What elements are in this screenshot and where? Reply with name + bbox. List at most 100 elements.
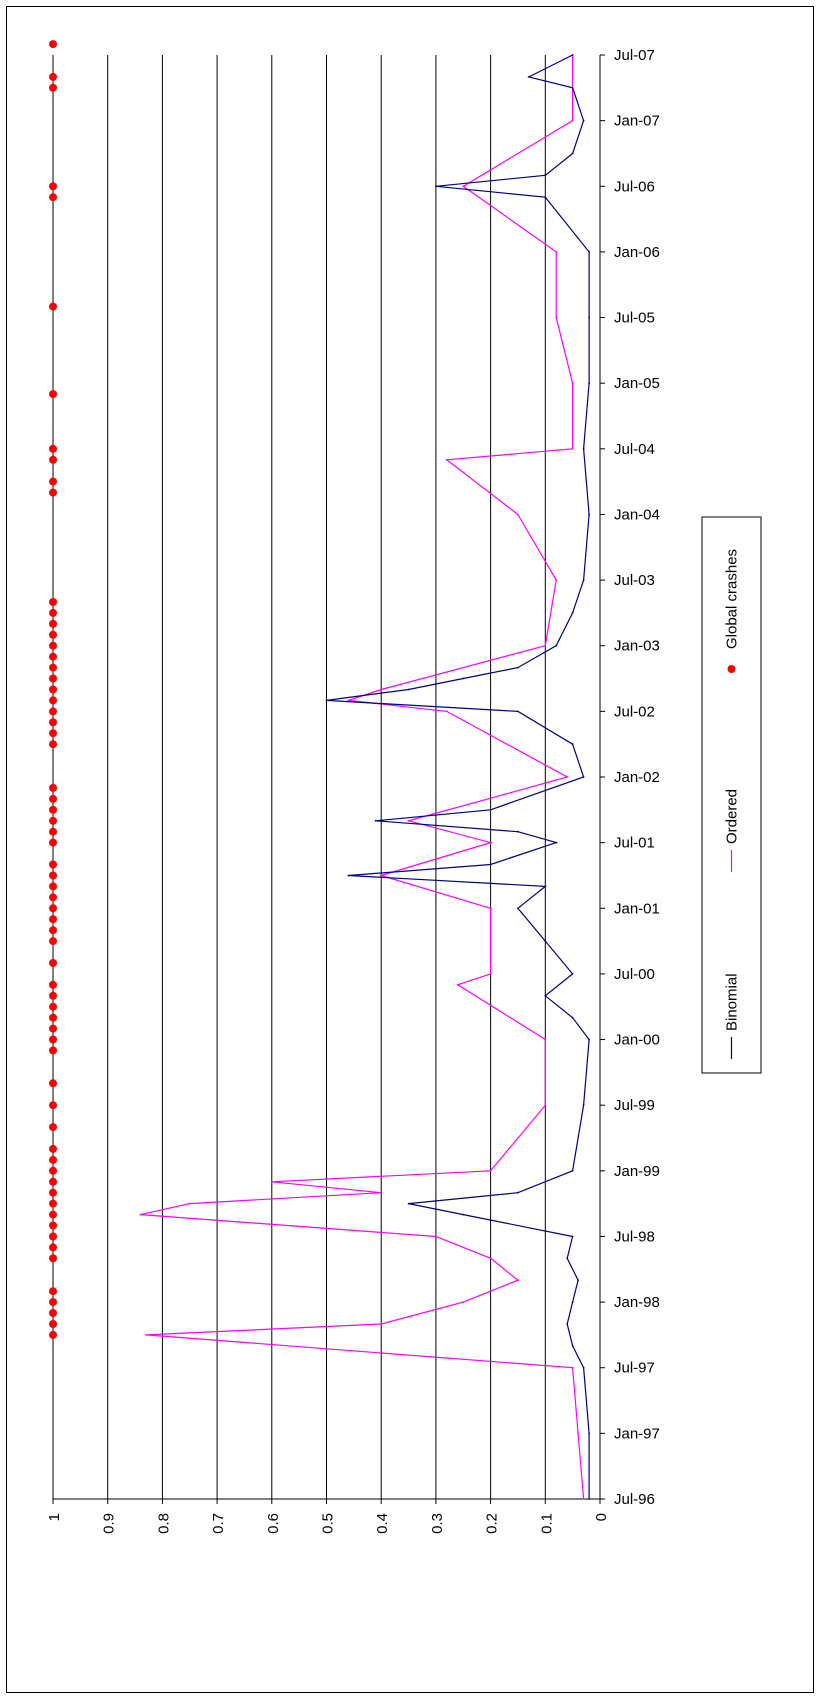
- data-point: [566, 776, 569, 778]
- data-point: [445, 458, 448, 461]
- data-point: [555, 579, 558, 581]
- crash-point: [49, 1166, 57, 1175]
- crash-point: [49, 685, 57, 694]
- data-point: [544, 940, 547, 942]
- data-point: [188, 1202, 191, 1205]
- data-point: [489, 841, 492, 844]
- legend-item: Global crashes: [724, 549, 741, 673]
- data-point: [571, 54, 574, 56]
- crash-point: [49, 827, 57, 836]
- legend: Binomial Ordered Global crashes: [701, 516, 762, 1074]
- crash-point: [49, 707, 57, 716]
- date-tick-label: Jan-04: [614, 506, 660, 523]
- date-tick-label: Jan-00: [614, 1032, 660, 1049]
- date-tick-label: Jul-06: [614, 178, 655, 195]
- crash-point: [49, 729, 57, 738]
- date-tick-label: Jan-06: [614, 244, 660, 261]
- value-tick-label: 0: [593, 1513, 610, 1521]
- date-tick-label: Jul-07: [614, 47, 655, 64]
- crash-point: [49, 1155, 57, 1164]
- crash-point: [49, 871, 57, 880]
- data-point: [544, 885, 547, 888]
- date-tick-label: Jul-05: [614, 310, 655, 327]
- data-point: [456, 983, 459, 986]
- data-point: [407, 819, 410, 822]
- crash-point: [49, 1221, 57, 1230]
- crash-point: [49, 860, 57, 869]
- data-point: [489, 907, 492, 910]
- legend-item: Binomial: [724, 973, 741, 1059]
- crash-point: [49, 838, 57, 847]
- date-tick-label: Jan-01: [614, 900, 660, 917]
- date-tick-label: Jan-99: [614, 1163, 660, 1180]
- crash-point: [49, 302, 57, 311]
- crash-point: [49, 1199, 57, 1208]
- data-point: [582, 119, 585, 122]
- crash-point: [49, 959, 57, 967]
- data-point: [347, 699, 350, 702]
- date-tick-label: Jul-01: [614, 835, 655, 852]
- data-point: [571, 119, 574, 122]
- series-line: [326, 54, 590, 1499]
- date-tick-label: Jul-02: [614, 703, 655, 720]
- legend-label: Global crashes: [724, 549, 741, 649]
- data-point: [374, 819, 377, 822]
- data-point: [555, 841, 558, 844]
- date-tick-label: Jul-04: [614, 441, 655, 458]
- legend-label: Ordered: [724, 789, 741, 844]
- data-point: [462, 1213, 465, 1216]
- crash-point: [49, 882, 57, 891]
- value-tick-label: 0.6: [265, 1513, 282, 1534]
- data-point: [588, 513, 590, 516]
- data-point: [544, 994, 547, 997]
- legend-box: [701, 516, 762, 1074]
- data-point: [582, 776, 585, 778]
- data-point: [517, 666, 519, 669]
- data-point: [517, 710, 519, 713]
- crash-point: [49, 1177, 57, 1186]
- crash-point: [49, 915, 57, 924]
- crash-point: [49, 598, 57, 606]
- data-point: [566, 1257, 569, 1260]
- data-point: [407, 688, 410, 691]
- crash-point: [49, 980, 57, 989]
- crash-point: [49, 794, 57, 803]
- data-point: [544, 644, 547, 647]
- data-point: [462, 677, 465, 680]
- data-point: [325, 699, 328, 702]
- data-point: [571, 1016, 574, 1019]
- date-axis: Jul-96 Jan-97 Jul-97 Jan-98 Jul-98 Jan-99 Jul-…: [599, 47, 660, 1508]
- crash-point: [49, 1320, 57, 1328]
- data-point: [571, 1301, 574, 1303]
- data-point: [571, 1169, 574, 1172]
- crash-point: [49, 72, 57, 81]
- value-tick-label: 0.9: [101, 1513, 118, 1534]
- date-tick-label: Jan-98: [614, 1294, 660, 1311]
- crash-point: [49, 1330, 57, 1339]
- crash-point: [49, 805, 57, 814]
- crash-point: [49, 444, 57, 453]
- data-point: [145, 1334, 147, 1336]
- date-tick-label: Jan-02: [614, 769, 660, 786]
- data-point: [544, 1104, 547, 1107]
- crash-point: [49, 1101, 57, 1110]
- crash-point: [49, 390, 57, 399]
- crash-point: [49, 926, 57, 935]
- data-point: [588, 1038, 590, 1041]
- data-point: [571, 447, 574, 450]
- data-point: [571, 86, 574, 89]
- crash-point: [49, 1013, 57, 1022]
- data-point: [435, 1235, 437, 1238]
- data-point: [517, 513, 519, 516]
- crash-point: [49, 904, 57, 913]
- data-point: [544, 174, 547, 177]
- value-tick-label: 0.1: [538, 1513, 555, 1534]
- date-tick-label: Jan-03: [614, 638, 660, 655]
- data-point: [588, 382, 590, 385]
- data-point: [407, 1202, 410, 1205]
- crash-point: [49, 937, 57, 946]
- crash-point: [49, 1309, 57, 1317]
- data-point: [380, 1323, 383, 1325]
- crash-point: [49, 893, 57, 902]
- date-tick-label: Jul-00: [614, 966, 655, 983]
